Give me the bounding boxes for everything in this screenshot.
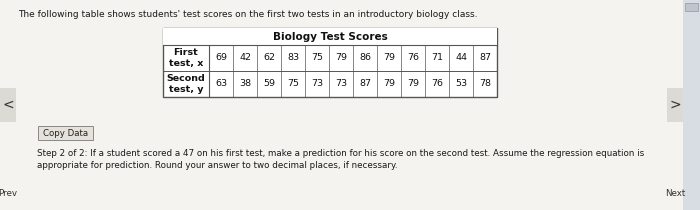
Text: Second
test, y: Second test, y — [167, 74, 205, 94]
Text: 79: 79 — [383, 54, 395, 63]
FancyBboxPatch shape — [38, 126, 93, 140]
Bar — [685, 3, 698, 11]
Text: 69: 69 — [215, 54, 227, 63]
Text: 87: 87 — [479, 54, 491, 63]
Text: >: > — [669, 98, 681, 112]
Text: 44: 44 — [455, 54, 467, 63]
Text: 73: 73 — [335, 80, 347, 88]
Text: 79: 79 — [383, 80, 395, 88]
Text: 83: 83 — [287, 54, 299, 63]
Bar — [667, 88, 683, 122]
Text: 73: 73 — [311, 80, 323, 88]
Bar — [163, 28, 497, 97]
Text: 59: 59 — [263, 80, 275, 88]
Text: Prev: Prev — [0, 189, 18, 197]
Text: 79: 79 — [335, 54, 347, 63]
Text: 75: 75 — [311, 54, 323, 63]
Text: appropriate for prediction. Round your answer to two decimal places, if necessar: appropriate for prediction. Round your a… — [37, 161, 398, 170]
Bar — [163, 28, 497, 45]
Text: 86: 86 — [359, 54, 371, 63]
Text: First
test, x: First test, x — [169, 48, 203, 68]
Text: 76: 76 — [431, 80, 443, 88]
Text: 42: 42 — [239, 54, 251, 63]
Bar — [683, 0, 700, 210]
Text: 38: 38 — [239, 80, 251, 88]
Text: Step 2 of 2: If a student scored a 47 on his first test, make a prediction for h: Step 2 of 2: If a student scored a 47 on… — [37, 149, 644, 158]
Text: 62: 62 — [263, 54, 275, 63]
Text: The following table shows students' test scores on the first two tests in an int: The following table shows students' test… — [18, 10, 477, 19]
Text: <: < — [2, 98, 14, 112]
Text: 79: 79 — [407, 80, 419, 88]
Text: 53: 53 — [455, 80, 467, 88]
Text: 75: 75 — [287, 80, 299, 88]
Text: 71: 71 — [431, 54, 443, 63]
Bar — [0, 88, 16, 122]
Text: Copy Data: Copy Data — [43, 129, 88, 138]
Text: 87: 87 — [359, 80, 371, 88]
Text: 76: 76 — [407, 54, 419, 63]
Text: Next: Next — [665, 189, 685, 197]
Text: Biology Test Scores: Biology Test Scores — [272, 32, 387, 42]
Text: 63: 63 — [215, 80, 227, 88]
Text: 78: 78 — [479, 80, 491, 88]
